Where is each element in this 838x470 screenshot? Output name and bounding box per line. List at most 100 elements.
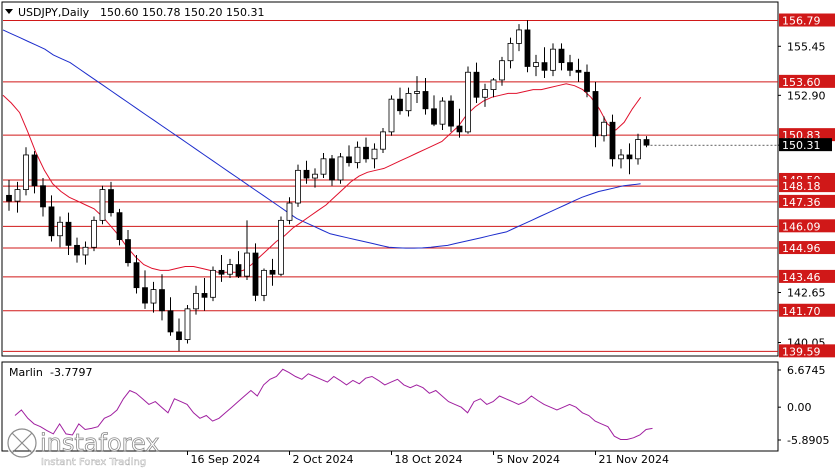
symbol-label: USDJPY,Daily: [18, 6, 90, 19]
indicator-name: Marlin: [9, 366, 43, 379]
candle: [261, 268, 267, 302]
candle-body: [210, 269, 216, 298]
candle: [40, 178, 46, 217]
candle: [278, 216, 284, 277]
candle-body: [380, 131, 386, 150]
candle: [575, 58, 582, 82]
candle-body: [150, 289, 157, 304]
candle: [405, 87, 412, 117]
candle-body: [159, 289, 165, 312]
candle: [23, 147, 29, 196]
logo-brand: instaforex: [40, 429, 160, 457]
candle-body: [108, 189, 114, 214]
candle-body: [329, 158, 335, 181]
level-label: 153.60: [782, 76, 821, 89]
candle: [48, 195, 55, 242]
candle-body: [142, 287, 148, 304]
candle-body: [584, 71, 590, 92]
candle-body: [167, 310, 174, 333]
candle: [159, 274, 165, 321]
candle: [601, 116, 607, 142]
level-label-bg: [779, 74, 835, 88]
indicator-value: -3.7797: [50, 366, 92, 379]
indicator-tick-label: -5.8905: [787, 434, 829, 447]
level-label: 144.96: [782, 242, 821, 255]
candle-body: [354, 146, 361, 164]
candle: [312, 168, 318, 188]
instaforex-logo: instaforex Instant Forex Trading: [6, 427, 160, 468]
candle: [167, 297, 174, 336]
candle: [184, 304, 191, 344]
close-value: 150.31: [226, 6, 265, 19]
candle-body: [235, 264, 242, 277]
candle-body: [567, 62, 573, 71]
candle-body: [193, 293, 199, 310]
candle-body: [626, 154, 633, 160]
dropdown-arrow-icon[interactable]: [5, 9, 13, 14]
candle: [516, 24, 522, 52]
ma-fast-line: [2, 83, 642, 273]
candle-body: [65, 221, 72, 246]
candle: [380, 128, 386, 154]
candle-body: [643, 139, 650, 146]
candle-body: [14, 189, 21, 202]
candle: [252, 243, 259, 302]
candle: [201, 278, 208, 311]
candle-body: [286, 202, 293, 221]
candle-body: [388, 98, 395, 133]
time-axis: 16 Sep 2024 2 Oct 2024 18 Oct 2024 5 Nov 20…: [187, 451, 669, 466]
indicator-tick-label: 0.00: [787, 401, 812, 414]
candle-body: [6, 194, 12, 202]
time-tick-label: 16 Sep 2024: [191, 453, 261, 466]
candle: [363, 137, 369, 163]
candle-body: [618, 154, 624, 160]
candle: [329, 154, 335, 186]
candle-body: [533, 62, 539, 67]
candle: [448, 95, 454, 132]
candle-body: [184, 308, 191, 341]
candle-body: [414, 91, 420, 94]
level-label: 147.36: [782, 196, 821, 209]
candle-body: [592, 91, 599, 137]
candle: [91, 216, 97, 252]
candle: [108, 181, 114, 217]
level-labels: 156.79153.60150.83148.50148.18147.36146.…: [779, 13, 835, 358]
candle: [269, 258, 276, 286]
candle: [337, 153, 344, 184]
candle-body: [312, 173, 318, 179]
candle-body: [176, 331, 182, 341]
candle: [507, 37, 514, 69]
candle-body: [516, 29, 522, 44]
level-label-bg: [779, 241, 835, 255]
candle: [150, 281, 157, 313]
candle: [125, 229, 131, 267]
marlin-line: [14, 368, 653, 440]
level-label-bg: [779, 219, 835, 233]
candle-body: [422, 91, 429, 110]
main-plot-frame: [1, 1, 779, 357]
candle-body: [252, 252, 259, 296]
candle: [14, 181, 21, 213]
time-tick-label: 21 Nov 2024: [599, 453, 669, 466]
indicator-axis: 6.6745 0.00 -5.8905: [778, 364, 829, 447]
candle: [295, 164, 301, 207]
candle-body: [575, 69, 582, 73]
candle-body: [397, 98, 403, 112]
candle: [473, 62, 480, 104]
candle-body: [99, 189, 106, 221]
candle: [456, 108, 463, 138]
candle: [635, 133, 641, 165]
level-label-bg: [779, 269, 835, 283]
ma-slow-line: [2, 29, 641, 249]
candle: [6, 179, 12, 211]
candle: [550, 43, 556, 77]
candle-body: [218, 269, 225, 275]
candle-body: [363, 146, 369, 160]
price-tick-label: 142.65: [787, 286, 826, 299]
candle: [31, 151, 38, 194]
candle-body: [482, 89, 488, 98]
current-price-label-bg: [779, 138, 832, 152]
candle: [524, 20, 531, 73]
candle: [193, 285, 199, 315]
